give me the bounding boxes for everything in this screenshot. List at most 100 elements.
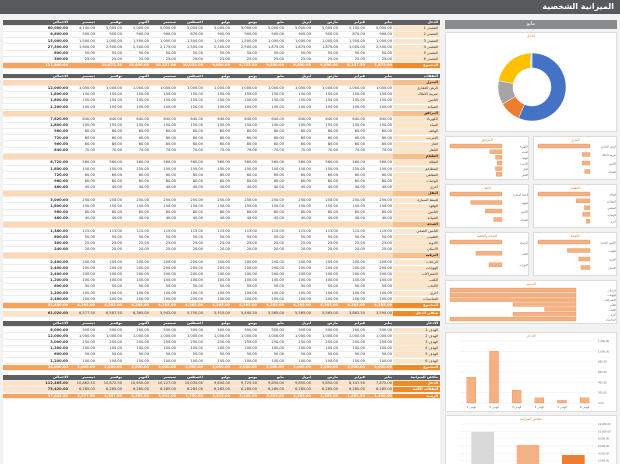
cell-value[interactable]: 20.00 [219,247,230,252]
cell-value[interactable]: 2,000.00 [104,364,122,369]
cell-value[interactable]: 80.00 [165,210,176,214]
cell-value[interactable]: 4,285.00 [104,303,122,307]
cell-value[interactable]: 6,577.50 [78,311,95,316]
cell-value[interactable]: 60.00 [219,172,230,177]
cell-value[interactable]: 80.00 [192,179,203,183]
cell-value[interactable]: 150.00 [190,98,203,103]
cell-value[interactable]: 560.00 [109,160,122,165]
cell-value[interactable]: 100.00 [163,346,176,351]
cell-value[interactable]: 1,000.00 [294,333,311,338]
cell-value[interactable]: 3,515.00 [212,393,230,398]
cell-value[interactable]: 3,565.00 [320,393,338,398]
cell-value[interactable]: 80.00 [381,179,392,183]
cell-value[interactable]: 5,000.00 [294,26,311,31]
cell-value[interactable] [96,80,123,85]
cell-value[interactable]: 40.00 [381,216,392,221]
cell-value[interactable]: 150.00 [136,123,149,128]
cell-value[interactable]: 100.00 [325,358,338,363]
cell-value[interactable]: 25.00 [273,241,284,245]
cell-value[interactable] [231,154,258,159]
cell-value[interactable]: 1,500.00 [78,38,95,43]
cell-value[interactable]: 200.00 [271,272,284,276]
cell-value[interactable]: 150.00 [298,166,311,171]
cell-value[interactable]: يناير [384,20,392,24]
cell-value[interactable]: 40.00 [192,216,203,221]
cell-value[interactable]: 50.00 [381,51,392,55]
cell-value[interactable]: 100.00 [109,358,122,363]
cell-value[interactable]: ابريل [301,375,311,379]
cell-value[interactable]: 5,000.00 [240,26,257,31]
cell-value[interactable]: 1,000.00 [105,86,122,90]
cell-value[interactable]: 25.00 [354,57,365,62]
cell-value[interactable] [177,191,204,196]
cell-value[interactable]: 250.00 [217,197,230,202]
cell-value[interactable]: مارس [327,73,338,78]
cell-value[interactable]: 1,000.00 [105,38,122,43]
month-selector[interactable]: مايو [445,20,617,29]
cell-value[interactable]: 2,500.00 [375,44,392,49]
cell-value[interactable]: 25.00 [84,241,95,245]
cell-value[interactable]: 4,365.00 [131,393,149,398]
cell-value[interactable]: 6,285.00 [78,387,95,392]
cell-value[interactable]: 60.00 [381,135,392,140]
cell-value[interactable]: 80.00 [138,210,149,214]
cell-value[interactable]: 60.00 [192,172,203,177]
cell-value[interactable]: 100.00 [163,290,176,295]
cell-value[interactable]: 50.00 [138,234,149,239]
cell-value[interactable]: 10,035.00 [182,63,203,68]
cell-value[interactable] [366,222,393,227]
cell-value[interactable]: 3,565.00 [266,393,284,398]
cell-value[interactable]: 1,875.00 [267,44,284,49]
cell-value[interactable]: 560.00 [217,160,230,165]
cell-value[interactable] [366,154,393,159]
cell-value[interactable]: 50.00 [192,284,203,289]
cell-value[interactable]: 80.00 [111,141,122,146]
cell-value[interactable]: فبراير [354,321,365,326]
cell-value[interactable]: 250.00 [298,340,311,344]
cell-value[interactable]: 70.00 [111,148,122,152]
cell-value[interactable]: 150.00 [271,166,284,171]
cell-value[interactable]: 6,285.00 [105,387,122,392]
cell-value[interactable] [285,80,312,85]
cell-value[interactable]: 25.00 [246,57,257,62]
cell-value[interactable]: 50.00 [111,352,122,357]
cell-value[interactable] [177,80,204,85]
cell-value[interactable] [177,154,204,159]
cell-value[interactable]: 50.00 [84,352,95,357]
cell-value[interactable]: يناير [384,375,392,379]
cell-value[interactable]: 100.00 [136,358,149,363]
cell-value[interactable]: 40.00 [84,216,95,221]
cell-value[interactable]: 50.00 [273,284,284,289]
cell-value[interactable]: 100.00 [109,346,122,351]
cell-value[interactable]: 50.00 [300,284,311,289]
cell-value[interactable]: 200.00 [82,265,95,270]
cell-value[interactable]: 5,942.00 [159,311,176,316]
cell-value[interactable]: 50.00 [246,352,257,357]
cell-value[interactable]: 900.00 [136,32,149,37]
cell-value[interactable]: 10,227.00 [155,63,176,68]
cell-value[interactable]: 1,000.00 [132,86,149,90]
cell-value[interactable] [312,154,339,159]
cell-value[interactable]: سبتمبر [163,73,176,78]
cell-value[interactable]: 70.00 [192,148,203,152]
cell-value[interactable]: مارس [327,321,338,326]
cell-value[interactable] [69,191,96,196]
cell-value[interactable] [285,154,312,159]
cell-value[interactable]: 250.00 [82,340,95,344]
cell-value[interactable]: 50.00 [354,284,365,289]
cell-value[interactable] [69,111,96,116]
cell-value[interactable]: 50.00 [327,284,338,289]
cell-value[interactable]: 5,000.00 [267,26,284,31]
cell-value[interactable]: 1,000.00 [348,333,365,338]
cell-value[interactable]: 40.00 [300,216,311,221]
cell-value[interactable]: 25.00 [246,241,257,245]
cell-value[interactable]: 70.00 [354,148,365,152]
cell-value[interactable]: 70.00 [246,148,257,152]
cell-value[interactable]: 2,175.00 [159,44,176,49]
cell-value[interactable]: 3,590.00 [375,311,392,316]
cell-value[interactable]: 640.00 [244,117,257,121]
cell-value[interactable]: 100.00 [217,290,230,295]
cell-value[interactable] [285,253,312,258]
cell-value[interactable] [231,80,258,85]
cell-value[interactable]: 40.00 [327,185,338,190]
